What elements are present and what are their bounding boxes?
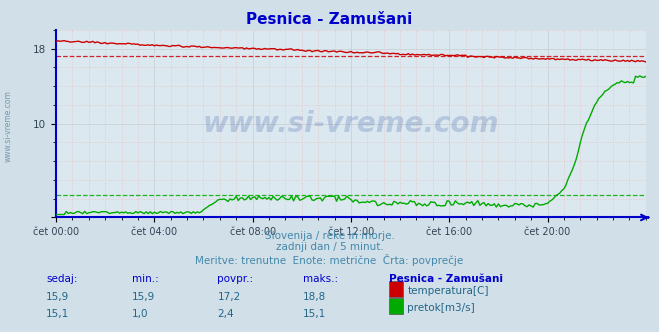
Text: zadnji dan / 5 minut.: zadnji dan / 5 minut. bbox=[275, 242, 384, 252]
Text: 15,9: 15,9 bbox=[132, 292, 155, 302]
Text: sedaj:: sedaj: bbox=[46, 274, 78, 284]
Text: Slovenija / reke in morje.: Slovenija / reke in morje. bbox=[264, 231, 395, 241]
Text: www.si-vreme.com: www.si-vreme.com bbox=[3, 90, 13, 162]
Text: 1,0: 1,0 bbox=[132, 309, 148, 319]
Text: pretok[m3/s]: pretok[m3/s] bbox=[407, 303, 475, 313]
Text: povpr.:: povpr.: bbox=[217, 274, 254, 284]
Text: Pesnica - Zamušani: Pesnica - Zamušani bbox=[389, 274, 503, 284]
Text: www.si-vreme.com: www.si-vreme.com bbox=[203, 110, 499, 138]
Text: min.:: min.: bbox=[132, 274, 159, 284]
Text: 15,1: 15,1 bbox=[46, 309, 69, 319]
Text: 17,2: 17,2 bbox=[217, 292, 241, 302]
Text: 18,8: 18,8 bbox=[303, 292, 326, 302]
Text: 15,9: 15,9 bbox=[46, 292, 69, 302]
Text: 15,1: 15,1 bbox=[303, 309, 326, 319]
Text: maks.:: maks.: bbox=[303, 274, 338, 284]
Text: 2,4: 2,4 bbox=[217, 309, 234, 319]
Text: temperatura[C]: temperatura[C] bbox=[407, 286, 489, 295]
Text: Pesnica - Zamušani: Pesnica - Zamušani bbox=[246, 12, 413, 27]
Text: Meritve: trenutne  Enote: metrične  Črta: povprečje: Meritve: trenutne Enote: metrične Črta: … bbox=[195, 254, 464, 266]
